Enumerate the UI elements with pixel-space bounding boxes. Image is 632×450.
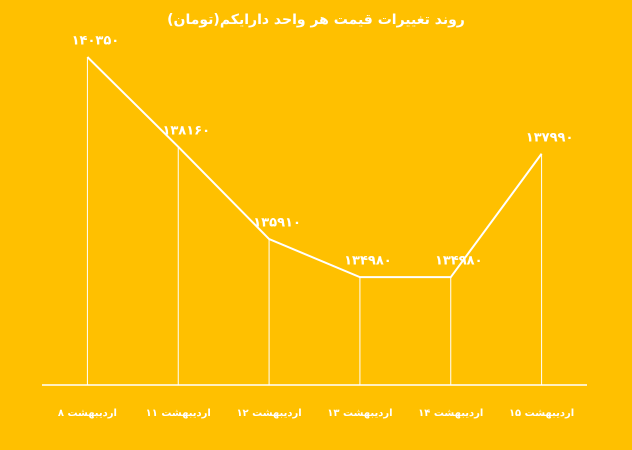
data-label: ۱۳۴۹۸۰ [344,254,392,269]
chart-title: روند تغییرات قیمت هر واحد دارایکم(تومان) [167,12,465,28]
data-label: ۱۳۷۹۹۰ [526,130,574,145]
x-tick-label: ۱۲ اردیبهشت [236,408,301,419]
x-tick-label: ۸ اردیبهشت [58,408,117,419]
data-label: ۱۴۰۳۵۰ [72,34,120,49]
x-tick-label: ۱۳ اردیبهشت [327,408,392,419]
data-label: ۱۳۴۹۸۰ [435,254,483,269]
data-label: ۱۳۵۹۱۰ [253,216,301,231]
x-tick-label: ۱۴ اردیبهشت [418,408,483,419]
line [86,56,543,279]
x-tick-label: ۱۱ اردیبهشت [146,408,211,419]
data-label: ۱۳۸۱۶۰ [162,123,210,138]
x-tick-label: ۱۵ اردیبهشت [509,408,574,419]
